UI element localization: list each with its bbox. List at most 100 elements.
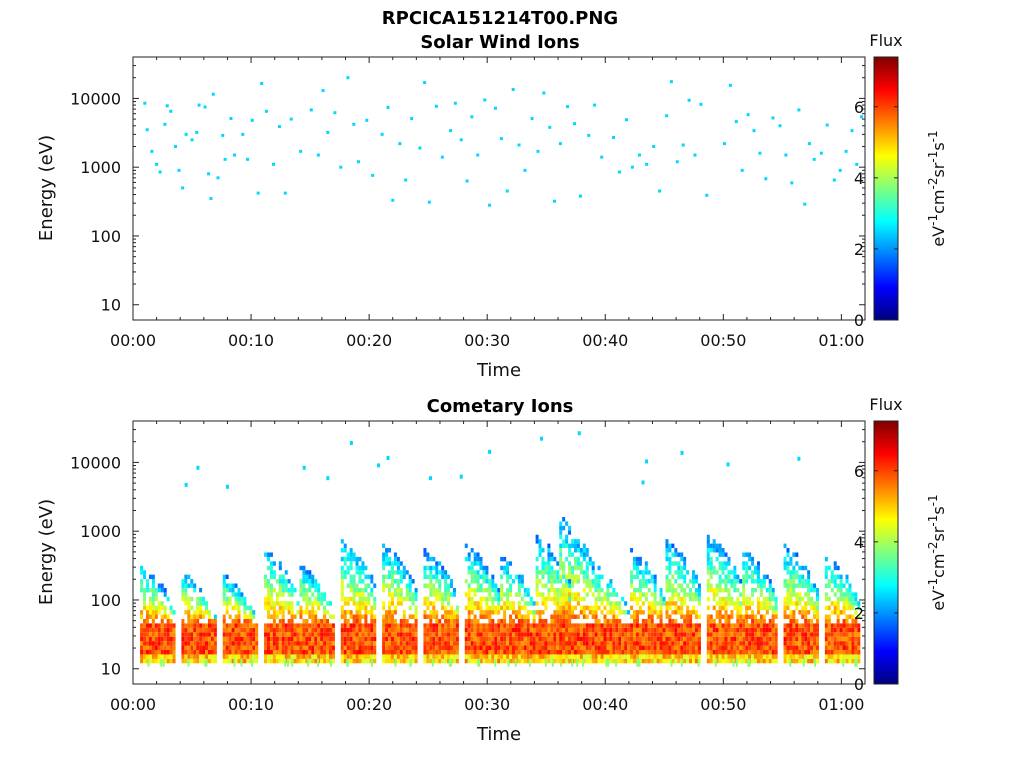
flux-cell (491, 596, 495, 602)
flux-cell (547, 596, 551, 602)
flux-cell (444, 610, 448, 615)
flux-cell (756, 565, 760, 571)
flux-cell (736, 614, 740, 619)
flux-cell (715, 583, 719, 588)
flux-cell (340, 596, 344, 602)
flux-cell (299, 605, 303, 611)
flux-cell (597, 579, 601, 584)
flux-cell (627, 649, 631, 655)
flux-cell (222, 618, 226, 624)
flux-cell (582, 632, 586, 637)
flux-cell (399, 636, 403, 642)
flux-cell (346, 556, 350, 562)
flux-cell (547, 574, 551, 580)
flux-cell (352, 587, 356, 593)
flux-cell (370, 627, 374, 633)
flux-cell (207, 623, 211, 628)
flux-cell (181, 596, 185, 602)
flux-cell (151, 601, 155, 606)
flux-cell (845, 654, 849, 659)
flux-cell (393, 592, 397, 597)
flux-cell (659, 592, 663, 597)
flux-cell (491, 583, 495, 588)
flux-cell (405, 583, 409, 588)
flux-cell (556, 574, 560, 580)
flux-cell (689, 610, 693, 615)
flux-cell (804, 645, 808, 650)
flux-cell (299, 658, 303, 664)
flux-cell (438, 587, 442, 593)
flux-cell (464, 618, 468, 624)
flux-cell (349, 658, 353, 664)
flux-cell (730, 649, 734, 655)
flux-cell (656, 632, 660, 637)
flux-cell (662, 658, 666, 664)
flux-cell (190, 623, 194, 628)
flux-cell (408, 649, 412, 655)
flux-cell (435, 610, 439, 615)
flux-cell (715, 641, 719, 646)
flux-cell (361, 623, 365, 628)
flux-cell (355, 601, 359, 606)
flux-cell (411, 623, 415, 628)
flux-cell (278, 623, 282, 628)
flux-cell (559, 574, 563, 580)
flux-cell (447, 574, 451, 580)
flux-cell (482, 614, 486, 619)
flux-cell (311, 654, 315, 659)
flux-cell (275, 636, 279, 642)
flux-cell (650, 627, 654, 633)
flux-cell (314, 583, 318, 588)
flux-cell (346, 654, 350, 659)
flux-cell (326, 658, 330, 664)
flux-cell (733, 649, 737, 655)
flux-cell (302, 658, 306, 664)
flux-cell (494, 610, 498, 615)
flux-cell (511, 618, 515, 624)
flux-cell (452, 654, 456, 659)
flux-cell (715, 548, 719, 553)
flux-cell (358, 649, 362, 655)
flux-cell (207, 632, 211, 637)
flux-cell (426, 623, 430, 628)
flux-cell (349, 627, 353, 633)
flux-cell (426, 605, 430, 611)
flux-cell (349, 636, 353, 642)
flux-cell (272, 574, 276, 580)
flux-cell (432, 632, 436, 637)
flux-cell (621, 623, 625, 628)
flux-cell (444, 587, 448, 593)
flux-cell (455, 641, 459, 646)
flux-cell (467, 649, 471, 655)
flux-cell (343, 614, 347, 619)
flux-cell (382, 574, 386, 580)
flux-cell (287, 610, 291, 615)
flux-cell (228, 636, 232, 642)
flux-cell (653, 632, 657, 637)
flux-cell (370, 632, 374, 637)
flux-cell (656, 645, 660, 650)
flux-cell (813, 632, 817, 637)
flux-cell (556, 601, 560, 606)
flux-cell (771, 614, 775, 619)
flux-point (625, 118, 629, 122)
flux-cell (497, 596, 501, 602)
flux-cell (671, 658, 675, 664)
flux-cell (786, 654, 790, 659)
flux-cell (408, 654, 412, 659)
flux-cell (246, 614, 250, 619)
flux-cell (641, 592, 645, 597)
flux-cell (609, 645, 613, 650)
flux-cell (520, 579, 524, 584)
flux-cell (320, 645, 324, 650)
flux-cell (576, 654, 580, 659)
flux-cell (630, 636, 634, 642)
flux-cell (320, 654, 324, 659)
flux-cell (541, 574, 545, 580)
flux-cell (541, 556, 545, 562)
flux-cell (222, 574, 226, 580)
flux-cell (762, 658, 766, 664)
flux-cell (509, 574, 513, 580)
flux-cell (588, 627, 592, 633)
flux-cell (187, 574, 191, 580)
